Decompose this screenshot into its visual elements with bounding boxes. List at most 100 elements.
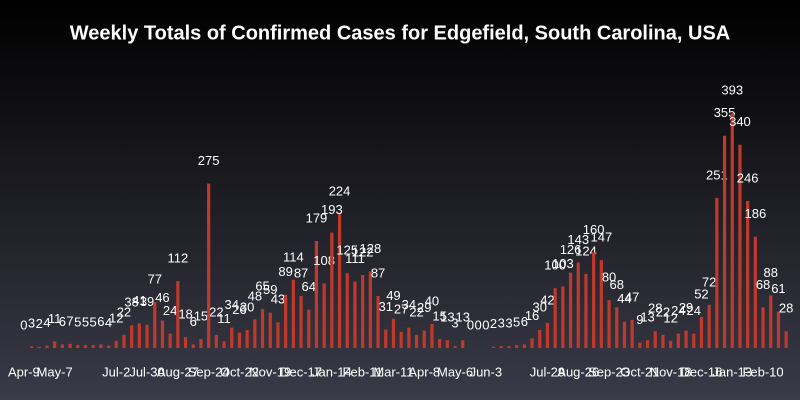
bar <box>145 324 149 348</box>
value-label: 251 <box>706 167 728 182</box>
bar <box>76 345 80 348</box>
value-label: 13 <box>440 310 454 325</box>
value-label: 41 <box>132 293 146 308</box>
bar <box>568 272 573 348</box>
bar <box>746 200 750 348</box>
value-label: 246 <box>737 170 759 185</box>
value-label: 6 <box>521 314 528 329</box>
value-label: 4 <box>43 315 50 330</box>
x-tick-label: Nov-19 <box>249 364 291 379</box>
value-label: 6 <box>59 314 66 329</box>
value-label: 48 <box>248 289 262 304</box>
value-label: 89 <box>278 264 292 279</box>
bar <box>368 271 372 348</box>
bar <box>592 252 596 348</box>
x-tick-label: Mar-11 <box>373 364 413 379</box>
bar <box>345 273 349 348</box>
bar <box>237 332 242 348</box>
bar <box>114 340 118 348</box>
bar <box>207 183 211 348</box>
value-label: 147 <box>590 230 612 245</box>
value-label: 88 <box>764 265 778 280</box>
value-label: 22 <box>656 304 670 319</box>
value-label: 6 <box>190 314 197 329</box>
bar <box>183 337 188 348</box>
bar <box>45 345 49 348</box>
bar <box>722 135 727 348</box>
value-label: 112 <box>167 250 188 265</box>
bar <box>453 346 457 348</box>
value-label: 7 <box>66 313 73 328</box>
bar <box>607 300 611 348</box>
value-label: 24 <box>687 303 701 318</box>
bar <box>638 342 642 348</box>
value-label: 193 <box>321 202 343 217</box>
value-label: 29 <box>679 300 693 315</box>
bar <box>130 325 134 348</box>
bar <box>491 346 496 348</box>
bar <box>515 345 519 348</box>
bar <box>199 339 203 348</box>
x-tick-label: Aug-26 <box>557 364 599 379</box>
value-label: 72 <box>702 274 716 289</box>
bar <box>522 344 526 348</box>
bar <box>738 144 742 348</box>
bar <box>630 319 634 348</box>
value-label: 224 <box>329 183 351 198</box>
chart-title: Weekly Totals of Confirmed Cases for Edg… <box>70 22 730 44</box>
x-tick-label: Jan-14 <box>312 364 352 379</box>
value-label: 355 <box>714 105 736 120</box>
bar <box>730 113 734 348</box>
value-label: 87 <box>371 265 385 280</box>
value-label: 30 <box>240 299 254 314</box>
value-label: 16 <box>525 308 539 323</box>
value-label: 0 <box>482 317 489 332</box>
value-label: 103 <box>552 256 574 271</box>
value-label: 64 <box>302 279 316 294</box>
value-label: 122 <box>352 244 374 259</box>
bar <box>622 321 627 348</box>
value-label: 80 <box>602 270 616 285</box>
bar <box>276 322 280 348</box>
value-label: 5 <box>90 314 97 329</box>
bar <box>784 331 788 348</box>
bar <box>645 340 650 348</box>
bar <box>407 327 411 348</box>
value-label: 31 <box>379 299 393 314</box>
x-tick-label: Jul-30 <box>129 364 164 379</box>
x-tick-label: May-6 <box>437 364 473 379</box>
bar <box>399 331 403 348</box>
value-label: 13 <box>640 310 654 325</box>
x-tick-label: Dec-17 <box>280 364 322 379</box>
value-label: 2 <box>36 316 43 331</box>
value-label: 39 <box>140 294 154 309</box>
x-tick-label: Dec-16 <box>680 364 722 379</box>
bar <box>769 295 773 348</box>
bar <box>230 327 234 348</box>
value-label: 28 <box>779 301 793 316</box>
value-label: 4 <box>105 315 112 330</box>
value-label: 186 <box>744 206 766 221</box>
bar <box>676 333 680 348</box>
bar <box>384 329 388 348</box>
bar <box>753 236 757 348</box>
value-label: 6 <box>97 314 104 329</box>
value-label: 5 <box>82 314 89 329</box>
value-label: 49 <box>386 288 400 303</box>
bar <box>291 279 295 348</box>
value-label: 38 <box>124 295 138 310</box>
x-tick-label: Jun-3 <box>470 364 503 379</box>
bar <box>253 319 257 348</box>
bar <box>376 295 380 348</box>
value-label: 87 <box>294 265 308 280</box>
value-label: 29 <box>417 300 431 315</box>
value-label: 12 <box>663 310 677 325</box>
x-tick-label: Oct-22 <box>220 364 259 379</box>
value-label: 26 <box>232 302 246 317</box>
x-tick-label: Oct-21 <box>620 364 659 379</box>
bar <box>699 316 704 348</box>
value-label: 0 <box>467 317 474 332</box>
x-tick-label: Sep-24 <box>188 364 230 379</box>
value-label: 0 <box>475 317 482 332</box>
value-label: 61 <box>771 281 785 296</box>
